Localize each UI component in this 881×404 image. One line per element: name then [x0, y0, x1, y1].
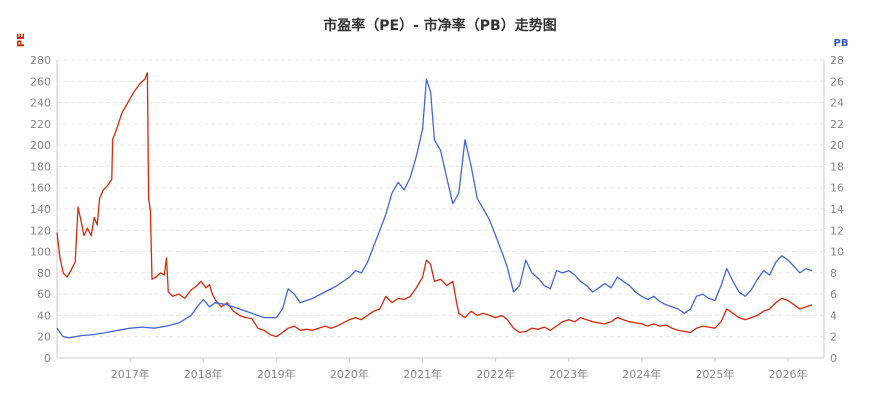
y-left-tick-label: 200	[30, 139, 51, 152]
y-right-tick-label: 4	[830, 309, 837, 322]
y-right-tick-label: 20	[830, 139, 844, 152]
y-left-tick-label: 160	[30, 182, 51, 195]
y-left-tick-label: 80	[37, 267, 51, 280]
right-axis-label: PB	[834, 38, 849, 49]
left-axis-label: PE	[16, 33, 27, 47]
x-tick-label: 2023年	[549, 367, 588, 381]
x-tick-label: 2022年	[476, 367, 515, 381]
grid-layer	[57, 59, 824, 338]
x-tick-label: 2020年	[330, 367, 369, 381]
y-left-tick-label: 280	[30, 54, 51, 67]
y-right-tick-label: 18	[830, 160, 844, 173]
y-right-tick-label: 14	[830, 203, 844, 216]
x-tick-label: 2024年	[622, 367, 661, 381]
series-layer	[56, 72, 813, 339]
y-left-tick-label: 220	[30, 118, 51, 131]
y-left-tick-label: 20	[37, 331, 51, 344]
x-tick-label: 2021年	[403, 367, 442, 381]
x-tick-label: 2026年	[768, 367, 807, 381]
y-right-tick-label: 2	[830, 331, 837, 344]
y-right-tick-label: 24	[830, 97, 844, 110]
series-line-pb	[56, 78, 813, 339]
y-right-tick-label: 26	[830, 75, 844, 88]
y-right-tick-label: 12	[830, 224, 844, 237]
y-left-tick-label: 0	[44, 352, 51, 365]
x-tick-label: 2017年	[111, 367, 150, 381]
y-right-tick-label: 16	[830, 182, 844, 195]
y-right-tick-label: 6	[830, 288, 837, 301]
x-tick-label: 2025年	[695, 367, 734, 381]
series-line-pe	[56, 72, 813, 338]
y-right-tick-label: 28	[830, 54, 844, 67]
x-tick-label: 2019年	[257, 367, 296, 381]
y-left-tick-label: 120	[30, 224, 51, 237]
y-left-tick-label: 40	[37, 309, 51, 322]
y-right-tick-label: 10	[830, 246, 844, 259]
y-left-tick-label: 140	[30, 203, 51, 216]
y-left-tick-label: 60	[37, 288, 51, 301]
y-right-tick-label: 0	[830, 352, 837, 365]
y-right-tick-label: 8	[830, 267, 837, 280]
y-left-tick-label: 260	[30, 75, 51, 88]
y-left-tick-label: 240	[30, 97, 51, 110]
y-right-tick-label: 22	[830, 118, 844, 131]
y-left-tick-label: 180	[30, 160, 51, 173]
chart-title: 市盈率（PE）- 市净率（PB）走势图	[323, 17, 556, 34]
y-left-tick-label: 100	[30, 246, 51, 259]
x-tick-label: 2018年	[184, 367, 223, 381]
